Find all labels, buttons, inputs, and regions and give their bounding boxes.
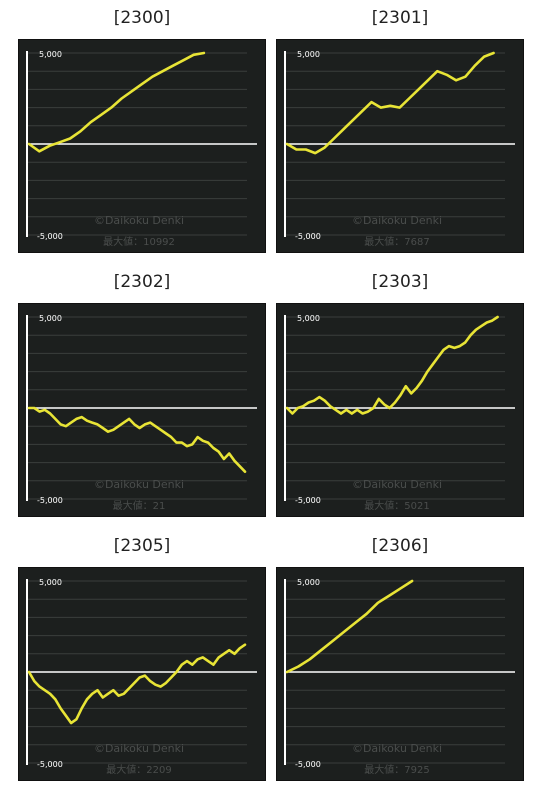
chart-svg: ©Daikoku Denki 最大値：10992 5,000 -5,000 <box>26 50 257 248</box>
watermark-text: ©Daikoku Denki <box>352 478 442 491</box>
ytick-label-min: -5,000 <box>37 496 63 505</box>
chart-panel: ©Daikoku Denki 最大値：10992 5,000 -5,000 <box>19 40 265 252</box>
ytick-label-max: 5,000 <box>39 50 62 59</box>
ytick-label-max: 5,000 <box>39 578 62 587</box>
ytick-label-min: -5,000 <box>295 232 321 241</box>
watermark-text: ©Daikoku Denki <box>94 742 184 755</box>
chart-title: [2300] <box>113 8 171 28</box>
chart-title: [2303] <box>371 272 429 292</box>
series-line <box>285 315 499 415</box>
chart-title: [2301] <box>371 8 429 28</box>
chart-title: [2305] <box>113 536 171 556</box>
ytick-label-min: -5,000 <box>295 496 321 505</box>
chart-svg: ©Daikoku Denki 最大値：2209 5,000 -5,000 <box>26 578 257 776</box>
series-line <box>285 579 414 674</box>
series-line <box>27 643 247 725</box>
chart-svg: ©Daikoku Denki 最大値：21 5,000 -5,000 <box>26 314 257 512</box>
chart-svg: ©Daikoku Denki 最大値：7687 5,000 -5,000 <box>284 50 515 248</box>
ytick-label-min: -5,000 <box>295 760 321 769</box>
ytick-label-max: 5,000 <box>297 578 320 587</box>
chart-svg: ©Daikoku Denki 最大値：5021 5,000 -5,000 <box>284 314 515 512</box>
series-line <box>27 406 247 473</box>
footer-max-text: 最大値：21 <box>113 499 166 512</box>
footer-max-text: 最大値：10992 <box>103 235 175 248</box>
chart-panel: ©Daikoku Denki 最大値：7925 5,000 -5,000 <box>277 568 523 780</box>
chart-panel: ©Daikoku Denki 最大値：7687 5,000 -5,000 <box>277 40 523 252</box>
footer-max-text: 最大値：5021 <box>364 499 429 512</box>
watermark-text: ©Daikoku Denki <box>94 478 184 491</box>
chart-title: [2306] <box>371 536 429 556</box>
watermark-text: ©Daikoku Denki <box>352 742 442 755</box>
footer-max-text: 最大値：2209 <box>106 763 171 776</box>
chart-panel: ©Daikoku Denki 最大値：5021 5,000 -5,000 <box>277 304 523 516</box>
watermark-text: ©Daikoku Denki <box>94 214 184 227</box>
ytick-label-min: -5,000 <box>37 760 63 769</box>
chart-panel: ©Daikoku Denki 最大値：21 5,000 -5,000 <box>19 304 265 516</box>
chart-svg: ©Daikoku Denki 最大値：7925 5,000 -5,000 <box>284 578 515 776</box>
chart-title: [2302] <box>113 272 171 292</box>
series-line <box>285 51 495 155</box>
footer-max-text: 最大値：7687 <box>364 235 429 248</box>
ytick-label-max: 5,000 <box>39 314 62 323</box>
watermark-text: ©Daikoku Denki <box>352 214 442 227</box>
ytick-label-min: -5,000 <box>37 232 63 241</box>
footer-max-text: 最大値：7925 <box>364 763 429 776</box>
chart-panel: ©Daikoku Denki 最大値：2209 5,000 -5,000 <box>19 568 265 780</box>
series-line <box>27 51 206 153</box>
ytick-label-max: 5,000 <box>297 314 320 323</box>
ytick-label-max: 5,000 <box>297 50 320 59</box>
